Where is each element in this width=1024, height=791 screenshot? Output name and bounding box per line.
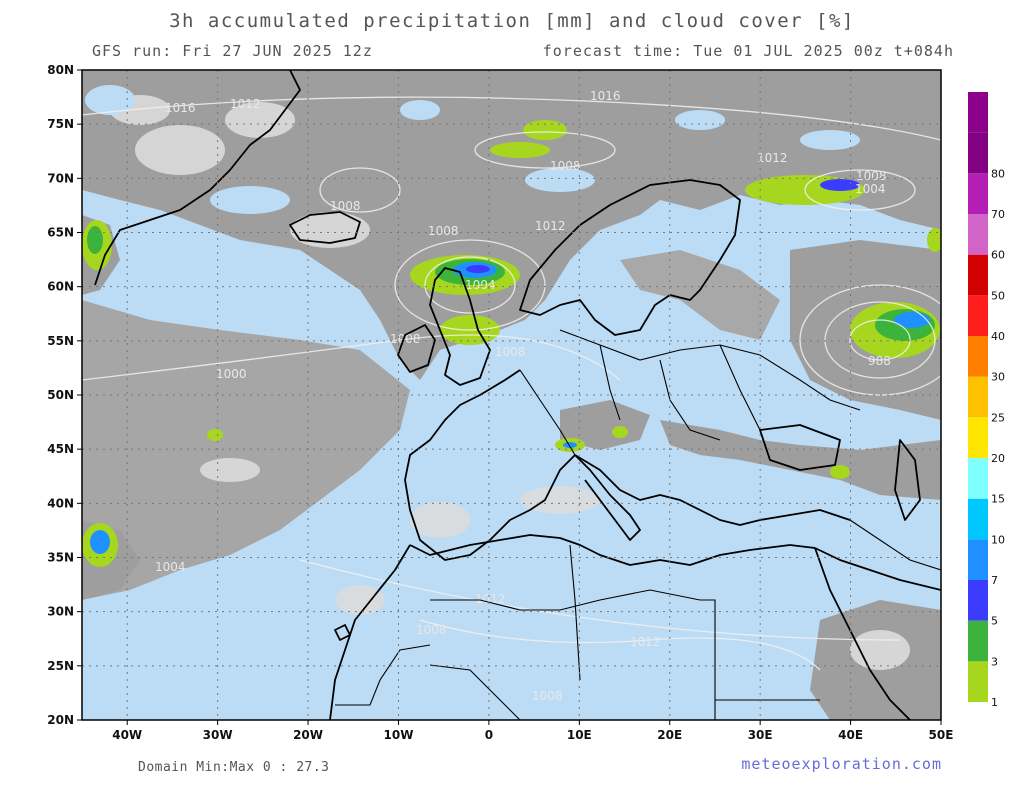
isobar-label: 1012 [630, 635, 661, 649]
lat-tick-label: 55N [47, 334, 74, 348]
colorbar-label: 10 [991, 533, 1005, 546]
colorbar-label: 60 [991, 249, 1005, 262]
lat-tick-label: 20N [47, 713, 74, 727]
colorbar-label: 3 [991, 655, 998, 668]
colorbar-swatch [968, 539, 988, 580]
colorbar-swatch [968, 254, 988, 296]
clear-patches [85, 85, 860, 214]
lat-tick-label: 25N [47, 659, 74, 673]
colorbar-swatch [968, 620, 988, 662]
colorbar: 1 3 5 7 10 15 20 25 30 40 50 60 70 80 [968, 92, 1005, 709]
isobar-label: 1008 [416, 623, 447, 637]
chart-title: 3h accumulated precipitation [mm] and cl… [169, 10, 855, 32]
graticule [82, 70, 941, 720]
borders [335, 329, 941, 720]
isobar-label: 1012 [757, 151, 788, 165]
isobar-label: 1016 [590, 89, 621, 103]
lon-axis: 40W 30W 20W 10W 0 10E 20E 30E 40E 50E [112, 720, 953, 742]
lon-tick-label: 40W [112, 728, 142, 742]
isobar-label: 1008 [532, 689, 563, 703]
isobar-label: 1004 [155, 560, 186, 574]
run-label: GFS run: Fri 27 JUN 2025 12z [92, 42, 373, 60]
lat-tick-label: 75N [47, 117, 74, 131]
colorbar-swatch [968, 214, 988, 255]
domain-minmax: Domain Min:Max 0 : 27.3 [138, 760, 330, 775]
lon-tick-label: 30E [748, 728, 773, 742]
colorbar-label: 30 [991, 371, 1005, 384]
isobar-label: 1008 [428, 224, 459, 238]
lat-tick-label: 70N [47, 171, 74, 185]
lat-tick-label: 65N [47, 226, 74, 240]
colorbar-swatch [968, 92, 988, 133]
colorbar-swatch [968, 376, 988, 418]
isobar-label: 1004 [855, 182, 886, 196]
colorbar-label: 1 [991, 696, 998, 709]
lon-tick-label: 10W [384, 728, 414, 742]
lat-tick-label: 50N [47, 388, 74, 402]
isobar-label: 1008 [390, 332, 421, 346]
lat-tick-label: 30N [47, 605, 74, 619]
colorbar-swatch [968, 336, 988, 377]
lat-axis: 80N 75N 70N 65N 60N 55N 50N 45N 40N 35N 30N 25N 20N [47, 63, 82, 727]
isobar-label: 1012 [475, 592, 506, 606]
isobar-labels: 1016 1012 1016 1008 1012 1008 1008 1004 … [155, 89, 891, 703]
isobar-label: 1016 [165, 101, 196, 115]
colorbar-label: 20 [991, 452, 1005, 465]
coastlines [94, 70, 941, 720]
colorbar-swatch [968, 458, 988, 499]
isobar-label: 988 [868, 354, 891, 368]
isobar-label: 1008 [330, 199, 361, 213]
colorbar-swatch [968, 295, 988, 336]
colorbar-label: 40 [991, 330, 1005, 343]
lon-tick-label: 10E [567, 728, 592, 742]
colorbar-label: 25 [991, 411, 1005, 424]
map-layers: 1016 1012 1016 1008 1012 1008 1008 1004 … [82, 70, 941, 720]
isobar-label: 1008 [856, 169, 887, 183]
lat-tick-label: 40N [47, 496, 74, 510]
credit-link[interactable]: meteoexploration.com [741, 755, 942, 773]
lon-tick-label: 40E [838, 728, 863, 742]
isobar-label: 1004 [465, 278, 496, 292]
lon-tick-label: 20E [657, 728, 682, 742]
colorbar-label: 15 [991, 493, 1005, 506]
colorbar-label: 5 [991, 615, 998, 628]
lon-tick-label: 50E [929, 728, 954, 742]
isobar-label: 1000 [216, 367, 247, 381]
colorbar-label: 70 [991, 208, 1005, 221]
lon-tick-label: 20W [293, 728, 323, 742]
isobars [82, 96, 941, 671]
colorbar-swatch [968, 498, 988, 540]
lon-tick-label: 30W [203, 728, 233, 742]
isobar-label: 1008 [495, 345, 526, 359]
colorbar-swatch [968, 132, 988, 174]
colorbar-label: 80 [991, 167, 1005, 180]
colorbar-swatch [968, 417, 988, 458]
colorbar-swatch [968, 580, 988, 621]
lat-tick-label: 80N [47, 63, 74, 77]
lat-tick-label: 60N [47, 280, 74, 294]
lat-tick-label: 45N [47, 442, 74, 456]
lat-tick-label: 35N [47, 551, 74, 565]
colorbar-swatch [968, 173, 988, 214]
isobar-label: 1008 [550, 159, 581, 173]
isobar-label: 1012 [230, 97, 261, 111]
isobar-label: 1012 [535, 219, 566, 233]
colorbar-swatch [968, 661, 988, 702]
colorbar-label: 7 [991, 574, 998, 587]
forecast-label: forecast time: Tue 01 JUL 2025 00z t+084… [542, 42, 954, 60]
lon-tick-label: 0 [485, 728, 493, 742]
colorbar-label: 50 [991, 289, 1005, 302]
